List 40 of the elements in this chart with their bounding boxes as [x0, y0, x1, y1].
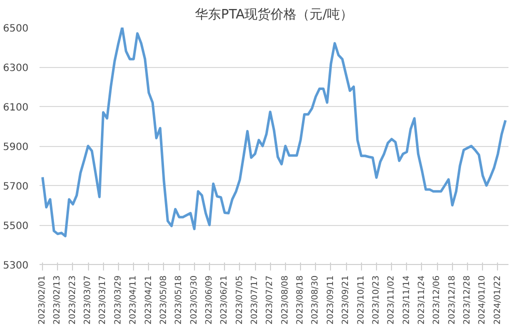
x-tick-label: 2024/01/10 [478, 275, 488, 324]
x-tick-label: 2023/05/08 [158, 275, 169, 324]
x-tick-label: 2023/08/18 [296, 275, 306, 324]
x-tick-label: 2023/12/18 [447, 275, 458, 324]
y-tick-label: 5300 [3, 260, 29, 272]
x-tick-label: 2023/11/02 [386, 275, 397, 324]
x-tick-label: 2023/10/11 [356, 275, 366, 324]
x-tick-label: 2023/08/30 [310, 275, 321, 324]
x-tick-label: 2023/04/21 [144, 275, 154, 324]
x-tick-label: 2023/02/13 [52, 275, 63, 324]
x-tick-label: 2023/09/11 [326, 275, 336, 324]
x-tick-label: 2023/03/17 [98, 275, 108, 324]
y-tick-label: 5900 [3, 142, 29, 153]
y-tick-label: 6300 [3, 63, 29, 74]
x-tick-label: 2023/02/23 [68, 275, 78, 324]
x-tick-label: 2023/03/29 [113, 275, 124, 324]
x-tick-label: 2023/07/27 [265, 275, 276, 324]
x-tick-label: 2023/12/06 [432, 275, 442, 324]
x-tick-label: 2023/05/30 [189, 275, 200, 324]
x-tick-label: 2023/04/11 [128, 275, 139, 324]
x-tick-label: 2023/02/01 [38, 275, 48, 324]
x-tick-label: 2023/06/09 [204, 275, 214, 324]
line-series [41, 28, 507, 238]
x-tick-label: 2023/10/23 [371, 275, 382, 324]
y-tick-label: 5700 [3, 182, 29, 192]
x-tick-label: 2023/12/28 [462, 275, 473, 324]
x-tick-label: 2024/01/22 [492, 275, 503, 324]
x-tick-label: 2023/07/17 [250, 275, 260, 324]
x-tick-label: 2023/06/21 [220, 275, 230, 324]
x-tick-label: 2023/05/18 [174, 275, 184, 324]
x-tick-label: 2023/07/05 [234, 275, 245, 324]
x-tick-label: 2023/09/21 [341, 275, 352, 324]
y-tick-label: 5500 [3, 221, 29, 232]
x-tick-label: 2023/11/24 [416, 275, 427, 324]
chart-title: 华东PTA现货价格（元/吨） [194, 8, 354, 22]
x-tick-label: 2023/11/14 [402, 275, 412, 324]
x-tick-label: 2023/03/07 [83, 275, 94, 324]
y-tick-label: 6500 [3, 24, 29, 34]
x-tick-label: 2023/08/08 [280, 275, 290, 324]
y-tick-label: 6100 [3, 102, 29, 114]
